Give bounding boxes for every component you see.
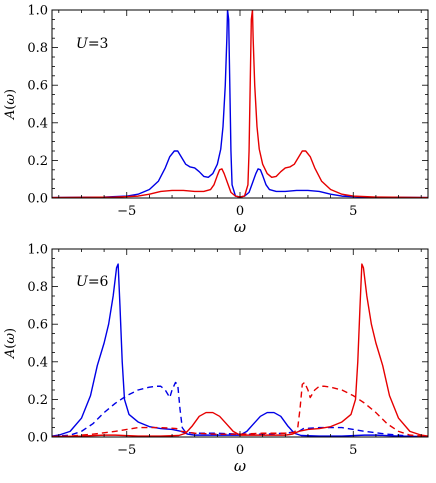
y-tick-label: 0.8 — [27, 41, 48, 56]
y-tick-label: 0.6 — [27, 318, 48, 333]
y-axis-label-a: A — [3, 349, 18, 359]
series-line-1 — [52, 10, 428, 198]
x-tick-label: 5 — [349, 204, 357, 219]
annotation-var: U — [76, 274, 89, 290]
x-tick-label: −5 — [117, 204, 136, 219]
x-axis-label: ω — [234, 457, 246, 475]
y-axis-label-omega: ω — [3, 94, 18, 105]
y-tick-label: 0.4 — [27, 355, 48, 370]
y-tick-label: 0.4 — [27, 116, 48, 131]
x-axis-label: ω — [234, 218, 246, 236]
series-line-0 — [52, 10, 428, 198]
y-axis-label-omega: ω — [3, 333, 18, 344]
x-tick-label: −5 — [117, 443, 136, 458]
series-line-0 — [52, 263, 428, 437]
annotation-var: U — [76, 36, 89, 52]
y-tick-label: 0.2 — [27, 393, 48, 408]
annotation-label: U=6 — [76, 274, 109, 290]
series-line-3 — [52, 381, 428, 437]
x-tick-label: 5 — [349, 443, 357, 458]
series-group — [52, 263, 428, 437]
y-axis-label-close: ) — [3, 89, 18, 94]
y-axis-label-a: A — [3, 110, 18, 120]
annotation-label: U=3 — [76, 36, 108, 52]
series-line-1 — [52, 381, 428, 437]
y-axis-label: A(ω) — [3, 328, 18, 359]
x-tick-label: 0 — [236, 443, 244, 458]
y-tick-label: 0.2 — [27, 154, 48, 169]
panel-top-u3: −5 0 50.00.20.40.60.81.0ωA(ω)U=3 — [3, 4, 429, 236]
annotation-value: =6 — [88, 274, 109, 290]
x-tick-label: 0 — [236, 204, 244, 219]
y-axis-label-open: ( — [3, 344, 18, 349]
y-axis-label: A(ω) — [3, 89, 18, 120]
y-tick-label: 0.6 — [27, 79, 48, 94]
y-tick-label: 0.0 — [27, 431, 48, 446]
y-tick-label: 0.8 — [27, 280, 48, 295]
series-group — [52, 10, 428, 198]
y-tick-label: 1.0 — [27, 243, 48, 258]
y-tick-label: 1.0 — [27, 4, 48, 19]
panel-bottom-u6: −5 0 50.00.20.40.60.81.0ωA(ω)U=6 — [3, 243, 429, 475]
y-tick-label: 0.0 — [27, 192, 48, 207]
series-line-2 — [52, 263, 428, 437]
annotation-value: =3 — [88, 36, 109, 52]
y-axis-label-close: ) — [3, 328, 18, 333]
y-axis-label-open: ( — [3, 105, 18, 110]
